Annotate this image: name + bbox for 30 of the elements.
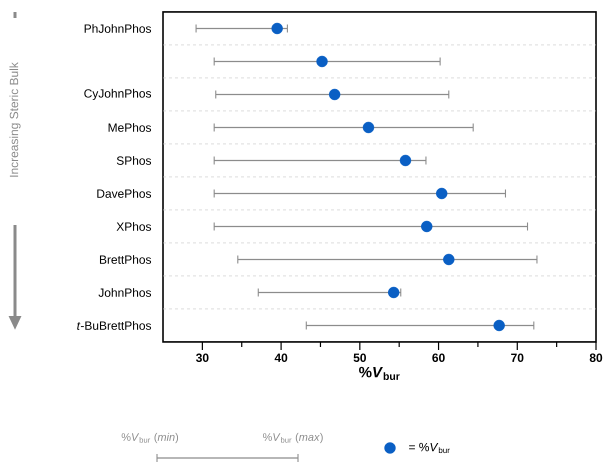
y-tick-label: CyJohnPhos <box>84 88 152 100</box>
text: %V$_{bur}$ (max) <box>262 432 323 444</box>
text: %V$_{bur}$ (min) <box>122 432 178 444</box>
point <box>316 56 328 68</box>
text: Increasing Steric Bulk <box>9 62 21 177</box>
y-tick-label: DavePhos <box>97 189 152 198</box>
x-axis-title: %V$_{bur}$ <box>359 366 400 380</box>
x-tick-label: 40 <box>274 354 288 362</box>
point <box>436 188 448 200</box>
point <box>443 254 454 266</box>
y-tick-label: SPhos <box>116 156 152 165</box>
point <box>421 220 432 232</box>
point <box>400 154 412 166</box>
x-tick-label: 70 <box>511 354 524 362</box>
y-tick-label: XPhos <box>116 222 152 231</box>
point <box>328 88 340 100</box>
x-tick-label: 80 <box>590 354 602 362</box>
point <box>362 122 374 134</box>
y-tick-label: t-BuBrettPhos <box>77 321 152 330</box>
y-tick-label: BrettPhos <box>100 255 152 264</box>
point <box>271 22 283 34</box>
x-tick-label: 50 <box>354 354 366 362</box>
x-tick-label: 60 <box>432 354 445 362</box>
point <box>388 286 400 298</box>
legend-label: = %V$_{bur}$ <box>409 442 450 454</box>
y-tick-label: PhJohnPhos <box>84 24 152 33</box>
y-tick-label: MePhos <box>108 123 152 132</box>
y-tick-label: JohnPhos <box>98 288 152 297</box>
point <box>493 320 505 332</box>
x-tick-label: 30 <box>196 354 209 362</box>
